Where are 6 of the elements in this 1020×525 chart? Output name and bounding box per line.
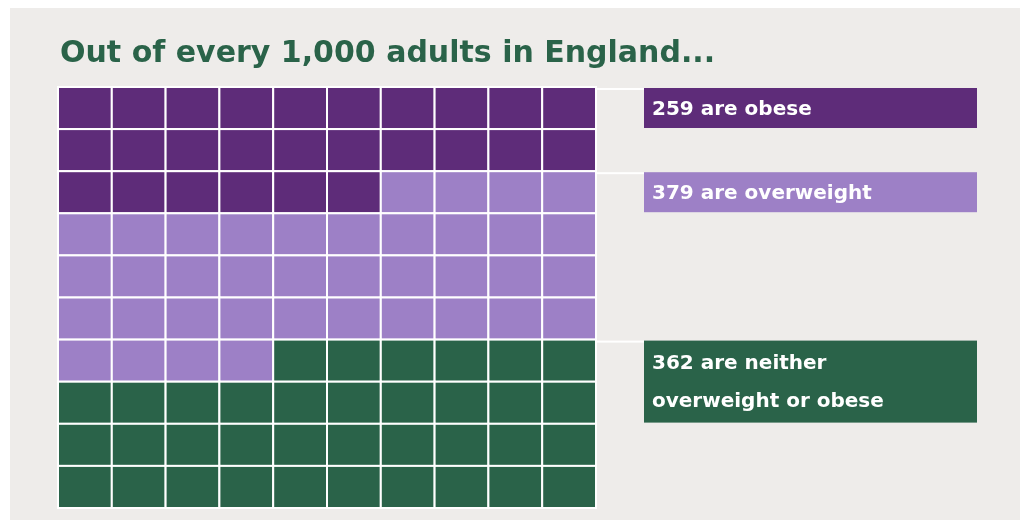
data-label: 379 xyxy=(652,180,694,205)
category-label: are obese xyxy=(700,96,812,120)
category-label: are overweight xyxy=(700,180,872,205)
text: Out of every 1,000 adults in England... xyxy=(60,34,716,69)
data-label: 362 xyxy=(652,349,694,374)
data-label: 259 xyxy=(652,96,694,120)
